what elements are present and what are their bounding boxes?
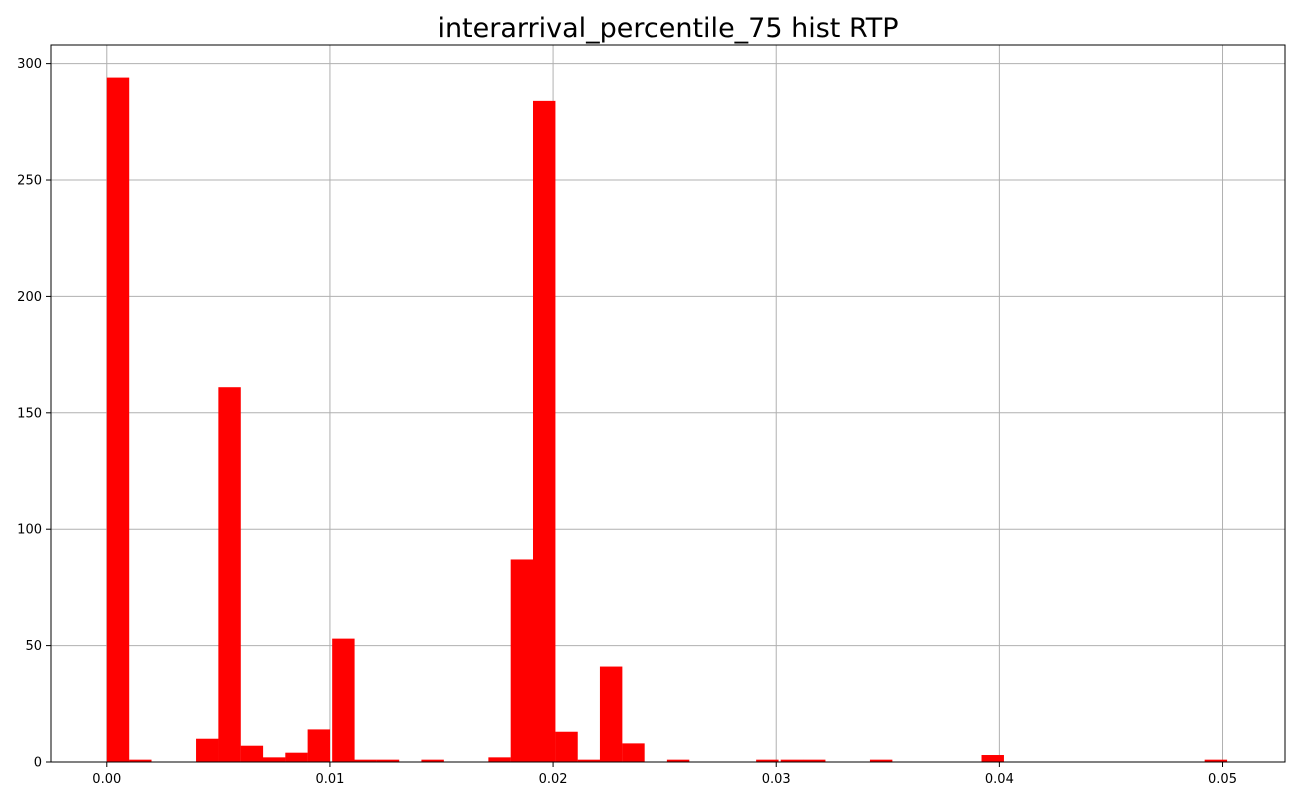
histogram-bar-10 [376,759,400,762]
x-axis: 0.00 0.01 0.02 0.03 0.04 0.05 [92,762,1237,787]
y-tick-label-2: 100 [17,523,42,538]
y-tick-label-3: 150 [17,406,42,421]
histogram-bar-8 [332,638,355,762]
histogram-bar-11 [421,759,444,762]
histogram-bar-4 [240,745,264,762]
histogram-bar-23 [869,759,893,762]
histogram-bar-1 [129,759,152,762]
histogram-bar-6 [285,752,308,762]
y-tick-label-5: 250 [17,174,42,189]
y-tick-label-0: 0 [34,756,42,771]
x-tick-label-0: 0.00 [92,772,121,787]
histogram-bar-2 [196,738,219,762]
plot-frame [50,44,1286,763]
x-tick-label-4: 0.04 [985,772,1014,787]
histogram-bar-19 [666,759,690,762]
chart-title: interarrival_percentile_75 hist RTP [437,13,898,44]
y-axis: 0 50 100 150 200 250 300 [17,57,51,771]
x-tick-label-5: 0.05 [1208,772,1237,787]
x-tick-label-2: 0.02 [539,772,568,787]
histogram-bar-15 [555,731,578,762]
grid [51,45,1285,763]
histogram-bar-7 [307,729,331,762]
histogram-bar-24 [981,755,1004,762]
histogram-bar-5 [262,757,286,762]
histogram-bar-21 [780,759,804,762]
histogram-bar-16 [577,759,601,762]
histogram-bar-12 [488,757,511,762]
histogram-bar-22 [803,759,826,762]
histogram-bar-14 [532,100,556,763]
histogram-bar-0 [106,77,130,762]
y-tick-label-4: 200 [17,290,42,305]
y-tick-label-6: 300 [17,57,42,72]
x-tick-label-1: 0.01 [315,772,344,787]
y-tick-label-1: 50 [25,639,42,654]
x-tick-label-3: 0.03 [762,772,791,787]
histogram-bar-20 [756,759,779,762]
histogram-bar-17 [599,666,623,762]
histogram-bar-18 [622,743,645,762]
histogram-bar-3 [218,387,241,762]
histogram-bar-13 [510,559,534,762]
bars [106,77,1228,763]
histogram-bar-9 [354,759,377,762]
histogram-bar-25 [1204,759,1228,762]
